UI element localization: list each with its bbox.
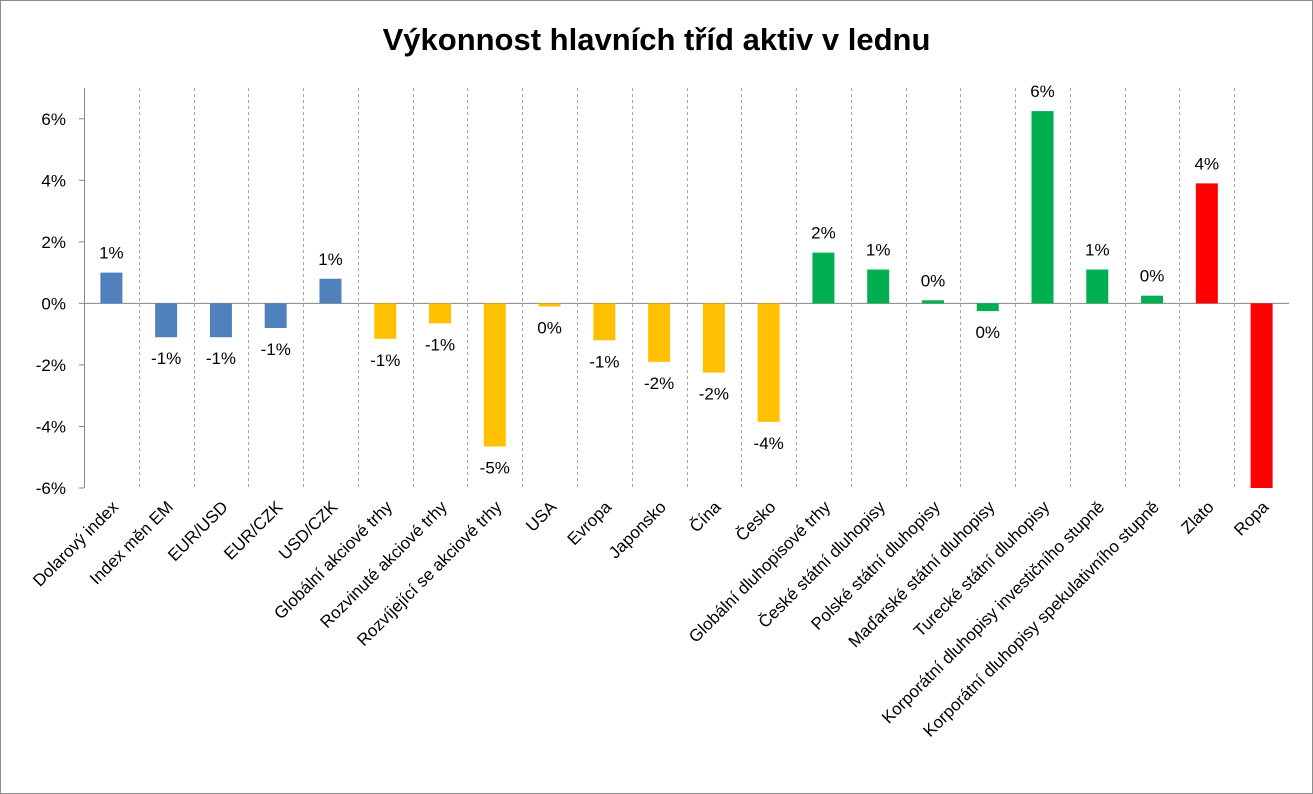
data-label: -1% <box>151 349 181 368</box>
data-label: -4% <box>754 434 784 453</box>
bar <box>921 300 944 304</box>
bar <box>1195 183 1218 304</box>
category-label: Ropa <box>1230 497 1273 540</box>
bar <box>593 303 616 341</box>
category-label: EUR/USD <box>164 497 232 565</box>
data-label: 4% <box>1195 154 1220 173</box>
data-label: -1% <box>370 351 400 370</box>
bar <box>209 303 232 338</box>
bar <box>1086 269 1109 304</box>
data-label: -1% <box>206 349 236 368</box>
bar <box>976 303 999 312</box>
bar <box>1141 295 1164 304</box>
category-label: Evropa <box>564 497 616 549</box>
category-label: Čína <box>686 497 725 536</box>
category-label: Česko <box>732 497 780 545</box>
data-label: 6% <box>1030 82 1055 101</box>
data-label: 2% <box>811 224 836 243</box>
bar <box>702 303 725 373</box>
data-label: -2% <box>699 385 729 404</box>
bar <box>155 303 178 338</box>
bar <box>319 278 342 304</box>
data-label: 1% <box>866 241 891 260</box>
data-label: 1% <box>318 250 343 269</box>
bar <box>483 303 506 447</box>
bar <box>429 303 452 324</box>
data-label: 0% <box>975 323 1000 342</box>
bar <box>648 303 671 362</box>
bar <box>1031 111 1054 304</box>
data-label: -5% <box>480 458 510 477</box>
category-label: Japonsko <box>605 497 670 562</box>
y-tick-label: -6% <box>36 479 66 498</box>
bar <box>867 269 890 304</box>
y-tick-label: -4% <box>36 417 66 436</box>
data-label: 0% <box>1140 267 1165 286</box>
category-label: Zlato <box>1178 497 1218 537</box>
data-label: 0% <box>921 271 946 290</box>
data-label: 1% <box>1085 241 1110 260</box>
category-label: EUR/CZK <box>220 497 287 564</box>
y-tick-label: 6% <box>41 110 66 129</box>
data-label: -2% <box>644 374 674 393</box>
data-label: -1% <box>589 352 619 371</box>
y-tick-label: 2% <box>41 233 66 252</box>
bar <box>538 303 561 307</box>
bar <box>757 303 780 422</box>
category-label: USA <box>522 497 561 536</box>
chart-title: Výkonnost hlavních tříd aktiv v lednu <box>382 22 931 57</box>
bar <box>1250 303 1273 488</box>
y-tick-label: -2% <box>36 356 66 375</box>
data-label: 1% <box>99 244 124 263</box>
data-label: 0% <box>537 318 562 337</box>
bar <box>264 303 287 328</box>
y-tick-label: 0% <box>41 294 66 313</box>
data-label: -1% <box>261 340 291 359</box>
y-tick-label: 4% <box>41 171 66 190</box>
data-label: -1% <box>425 335 455 354</box>
bar <box>374 303 397 339</box>
bar <box>100 272 123 304</box>
bar <box>812 252 835 304</box>
